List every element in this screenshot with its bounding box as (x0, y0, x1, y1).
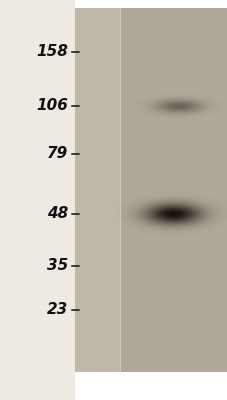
Text: 79: 79 (47, 146, 68, 162)
Text: 35: 35 (47, 258, 68, 274)
Text: 48: 48 (47, 206, 68, 222)
Bar (119, 8, 227, 372)
Text: 23: 23 (47, 302, 68, 318)
Bar (0, 0, 75, 400)
Text: 158: 158 (36, 44, 68, 60)
Bar (75, 8, 119, 372)
Text: 106: 106 (36, 98, 68, 114)
